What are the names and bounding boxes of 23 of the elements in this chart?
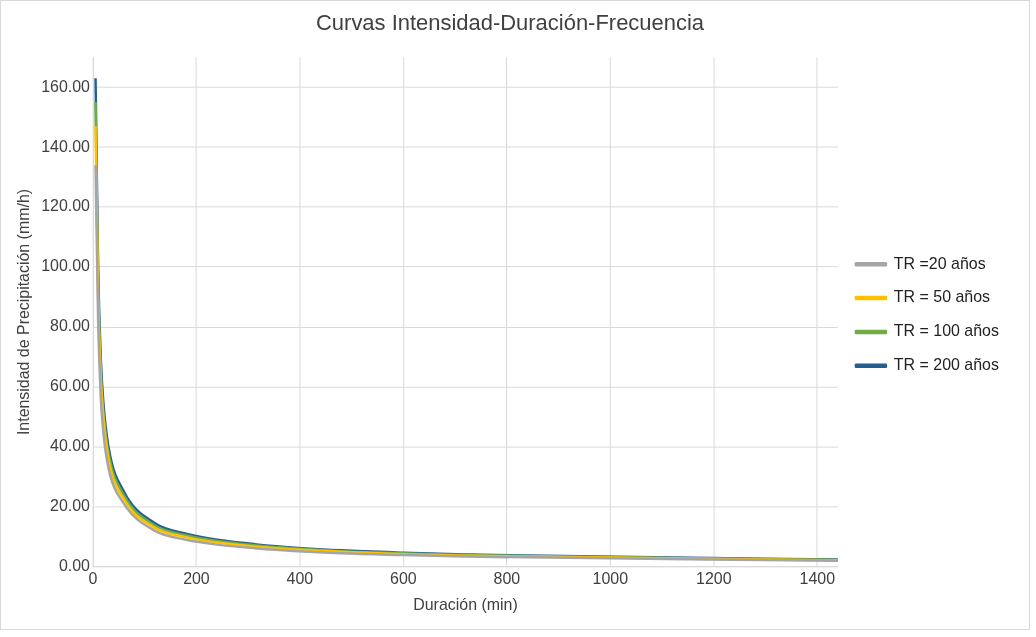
legend-label: TR = 50 años	[893, 288, 991, 306]
y-tick-label: 120.00	[41, 197, 91, 215]
legend-label: TR =20 años	[893, 254, 986, 272]
x-tick-label: 800	[493, 569, 521, 587]
y-tick-label: 100.00	[41, 257, 91, 275]
y-tick-label: 40.00	[50, 437, 91, 455]
x-tick-label: 1200	[696, 569, 732, 587]
x-tick-label: 0	[88, 569, 98, 587]
x-axis-title: Duración (min)	[413, 595, 518, 613]
legend-label: TR = 100 años	[893, 322, 999, 340]
x-tick-label: 200	[183, 569, 210, 587]
x-tick-label: 400	[286, 569, 314, 587]
y-tick-label: 160.00	[41, 77, 91, 95]
x-tick-label: 1000	[592, 569, 629, 587]
y-tick-label: 60.00	[50, 377, 91, 395]
y-tick-label: 140.00	[41, 137, 91, 155]
chart-title: Curvas Intensidad-Duración-Frecuencia	[316, 10, 705, 36]
y-tick-label: 80.00	[50, 317, 91, 335]
x-tick-label: 1400	[799, 569, 836, 587]
y-axis-title: Intensidad de Precipitación (mm/h)	[14, 188, 32, 436]
legend-label: TR = 200 años	[893, 356, 999, 374]
y-tick-label: 20.00	[50, 497, 91, 515]
x-tick-label: 600	[390, 569, 417, 587]
